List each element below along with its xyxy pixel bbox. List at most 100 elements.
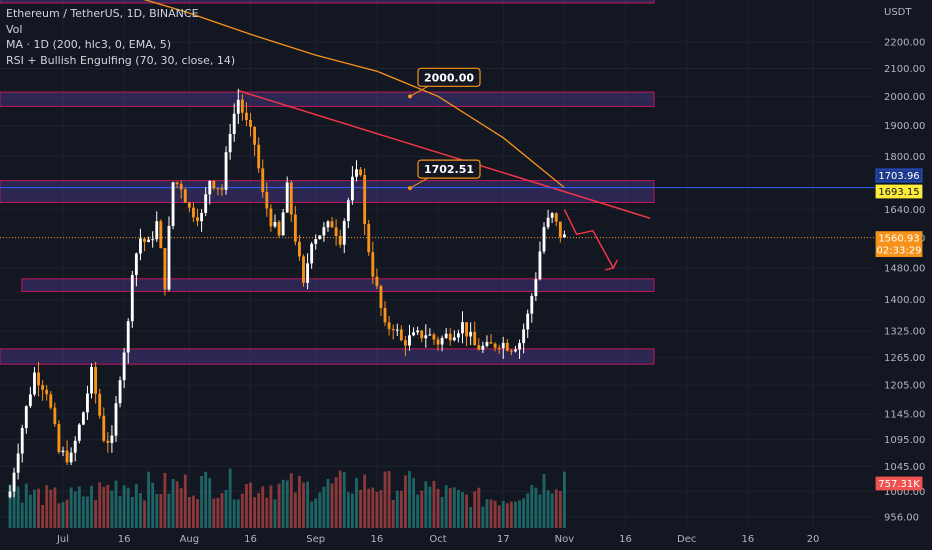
legend-symbol[interactable]: Ethereum / TetherUS, 1D, BINANCE bbox=[6, 7, 199, 20]
candle-body bbox=[542, 227, 546, 252]
volume-bar bbox=[33, 489, 36, 528]
volume-bar bbox=[318, 492, 322, 528]
candle-body bbox=[285, 182, 289, 213]
candle-body bbox=[106, 440, 110, 443]
x-tick-label: 16 bbox=[371, 534, 384, 545]
volume-bar bbox=[134, 484, 138, 528]
candle-body bbox=[469, 331, 473, 337]
volume-bar bbox=[20, 502, 24, 528]
volume-bar bbox=[240, 493, 244, 528]
x-tick-label: Aug bbox=[180, 534, 200, 545]
volume-bar bbox=[469, 507, 473, 528]
volume-bar bbox=[61, 502, 65, 528]
price-callout: 1702.51 bbox=[408, 159, 481, 191]
candle-body bbox=[155, 221, 159, 240]
volume-bar bbox=[220, 493, 224, 528]
volume-bar bbox=[473, 491, 477, 528]
candle-body bbox=[281, 212, 285, 236]
y-tick-label: 2000.00 bbox=[884, 92, 925, 103]
candle-body bbox=[371, 252, 375, 277]
callout-dot bbox=[408, 94, 412, 99]
candle-body bbox=[171, 182, 175, 226]
candle-body bbox=[240, 99, 244, 113]
candle-body bbox=[86, 393, 89, 413]
x-tick-label: 17 bbox=[497, 534, 510, 545]
volume-bar bbox=[192, 495, 195, 528]
candle-body bbox=[277, 221, 281, 236]
volume-bar bbox=[37, 488, 40, 528]
volume-bar bbox=[94, 500, 98, 528]
volume-bar bbox=[448, 487, 452, 528]
candle-body bbox=[518, 343, 521, 350]
callout-label: 1702.51 bbox=[424, 163, 474, 176]
volume-bar bbox=[428, 486, 432, 528]
candle-body bbox=[216, 188, 220, 190]
volume-bar bbox=[334, 477, 338, 528]
price-tag-box bbox=[875, 231, 923, 257]
candle-body bbox=[306, 263, 310, 283]
volume-bar bbox=[98, 482, 102, 528]
volume-bar bbox=[440, 496, 444, 528]
volume-bar bbox=[269, 485, 273, 528]
candle-body bbox=[228, 133, 232, 153]
y-tick-label: 1095.00 bbox=[884, 435, 925, 446]
candle-body bbox=[69, 452, 73, 463]
y-tick-label: 1205.00 bbox=[884, 381, 925, 392]
candle-body bbox=[81, 412, 85, 425]
candle-body bbox=[562, 234, 566, 238]
y-tick-label: 1800.00 bbox=[884, 152, 925, 163]
candle-body bbox=[550, 213, 554, 218]
candle-body bbox=[416, 330, 420, 333]
volume-bar bbox=[420, 490, 424, 528]
price-tag-value: 1693.15 bbox=[878, 187, 919, 198]
volume-bar bbox=[232, 499, 236, 528]
volume-bar bbox=[163, 472, 167, 528]
legend-moving-average[interactable]: MA · 1D (200, hlc3, 0, EMA, 5) bbox=[6, 38, 172, 51]
volume-bar bbox=[403, 475, 407, 528]
y-tick-label: 1000.00 bbox=[884, 487, 925, 498]
candle-body bbox=[298, 241, 301, 257]
candle-body bbox=[118, 380, 122, 404]
volume-bar bbox=[456, 489, 460, 528]
volume-bar bbox=[126, 487, 130, 528]
volume-bar bbox=[554, 489, 558, 528]
volume-bar bbox=[249, 482, 252, 528]
candle-body bbox=[522, 329, 526, 344]
candle-body bbox=[509, 350, 513, 352]
volume-bar bbox=[444, 485, 448, 528]
volume-bar bbox=[518, 500, 521, 528]
volume-bar bbox=[130, 496, 134, 528]
candle-body bbox=[45, 389, 49, 395]
candle-body bbox=[318, 235, 322, 240]
candle-body bbox=[465, 322, 468, 337]
candle-body bbox=[179, 184, 183, 190]
volume-bar bbox=[452, 487, 456, 528]
legend-volume[interactable]: Vol bbox=[6, 22, 23, 36]
price-tag: 757.31K bbox=[875, 476, 923, 491]
candle-body bbox=[57, 424, 61, 453]
volume-bar bbox=[208, 478, 212, 528]
candle-body bbox=[220, 188, 224, 190]
candle-body bbox=[261, 168, 265, 193]
candle-body bbox=[514, 349, 517, 352]
price-axis-bg bbox=[875, 0, 932, 550]
candle-body bbox=[24, 406, 28, 429]
candle-body bbox=[322, 227, 326, 236]
x-tick-label: Oct bbox=[429, 534, 446, 545]
candle-body bbox=[526, 313, 530, 330]
candle-body bbox=[53, 407, 57, 425]
volume-bar bbox=[147, 471, 151, 528]
volume-bar bbox=[261, 486, 265, 528]
candle-body bbox=[212, 180, 216, 189]
candle-body bbox=[359, 169, 362, 176]
resistance-zone-top bbox=[0, 0, 655, 4]
legend-rsi[interactable]: RSI + Bullish Engulfing (70, 30, close, … bbox=[6, 53, 236, 67]
volume-bar bbox=[481, 506, 485, 528]
volume-bar bbox=[245, 484, 248, 528]
volume-bar bbox=[69, 487, 73, 528]
volume-bar bbox=[505, 503, 509, 528]
candle-body bbox=[77, 424, 81, 441]
y-tick-label: 1400.00 bbox=[884, 295, 925, 306]
candle-body bbox=[493, 343, 497, 348]
